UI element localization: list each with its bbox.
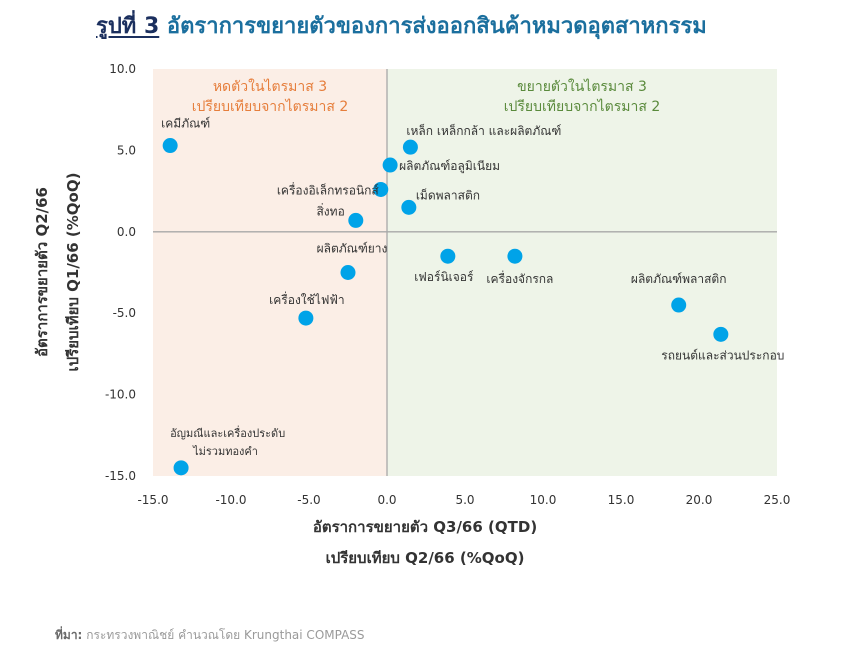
x-tick-label: -5.0: [297, 493, 320, 507]
point-label: สิ่งทอ: [316, 202, 344, 218]
x-tick-label: -15.0: [137, 493, 168, 507]
x-axis-title: เปรียบเทียบ Q2/66 (%QoQ): [326, 549, 525, 567]
source-label: ที่มา:: [55, 628, 83, 642]
quadrant-label-left: เปรียบเทียบจากไตรมาส 2: [192, 98, 349, 115]
scatter-point: [401, 199, 417, 215]
point-label: เหล็ก เหล็กกล้า และผลิตภัณฑ์: [406, 123, 561, 138]
source-note: ที่มา: กระทรวงพาณิชย์ คำนวณโดย Krungthai…: [55, 626, 365, 645]
point-label: เครื่องใช้ไฟฟ้า: [269, 291, 344, 307]
y-tick-label: -5.0: [113, 306, 136, 320]
y-tick-label: -15.0: [105, 469, 136, 483]
x-tick-label: 15.0: [608, 493, 635, 507]
scatter-point: [298, 310, 314, 326]
point-label: เม็ดพลาสติก: [416, 187, 480, 202]
x-axis-title: อัตราการขยายตัว Q3/66 (QTD): [313, 518, 537, 536]
chart-title: รูปที่ 3 อัตราการขยายตัวของการส่งออกสินค…: [96, 8, 707, 43]
scatter-point: [173, 460, 189, 476]
scatter-point: [440, 248, 456, 264]
point-label: ผลิตภัณฑ์ยาง: [317, 242, 388, 256]
figure-number: รูปที่ 3: [96, 14, 160, 39]
point-label: อัญมณีและเครื่องประดับ: [170, 425, 285, 440]
x-tick-label: 25.0: [764, 493, 791, 507]
quadrant-right-bg: [387, 69, 777, 476]
y-tick-label: 0.0: [117, 225, 136, 239]
x-tick-label: 20.0: [686, 493, 713, 507]
quadrant-label-right: ขยายตัวในไตรมาส 3: [517, 78, 647, 95]
scatter-point: [348, 212, 364, 228]
scatter-point: [373, 181, 389, 197]
scatter-chart: หดตัวในไตรมาส 3 เปรียบเทียบจากไตรมาส 2 ขยา…: [33, 62, 791, 567]
x-tick-label: -10.0: [215, 493, 246, 507]
point-label: เครื่องอิเล็กทรอนิกส์: [277, 181, 380, 197]
point-label: เครื่องจักรกล: [486, 270, 553, 286]
point-label: รถยนต์และส่วนประกอบ: [661, 348, 784, 362]
scatter-point: [713, 326, 729, 342]
title-text: อัตราการขยายตัวของการส่งออกสินค้าหมวดอุต…: [166, 14, 707, 39]
scatter-point: [162, 138, 178, 154]
y-tick-label: 10.0: [109, 62, 136, 76]
x-tick-label: 10.0: [530, 493, 557, 507]
quadrant-label-left: หดตัวในไตรมาส 3: [213, 78, 327, 95]
scatter-point: [402, 139, 418, 155]
point-label: เคมีภัณฑ์: [161, 117, 210, 131]
source-text: กระทรวงพาณิชย์ คำนวณโดย Krungthai COMPAS…: [86, 628, 365, 642]
scatter-point: [340, 265, 356, 280]
y-tick-label: 5.0: [117, 143, 136, 157]
quadrant-label-right: เปรียบเทียบจากไตรมาส 2: [504, 98, 661, 115]
point-label: ผลิตภัณฑ์อลูมิเนียม: [399, 159, 500, 174]
x-tick-label: 5.0: [455, 493, 474, 507]
point-label: เฟอร์นิเจอร์: [414, 270, 474, 284]
scatter-point: [382, 157, 398, 173]
y-axis-title: เปรียบเทียบ Q1/66 (%QoQ): [64, 173, 82, 372]
scatter-point: [507, 248, 523, 264]
x-tick-label: 0.0: [377, 493, 396, 507]
y-axis-title: อัตราการขยายตัว Q2/66: [33, 187, 51, 357]
scatter-point: [671, 297, 687, 313]
y-tick-label: -10.0: [105, 388, 136, 402]
point-label: ไม่รวมทองคำ: [192, 445, 258, 458]
point-label: ผลิตภัณฑ์พลาสติก: [631, 272, 727, 286]
